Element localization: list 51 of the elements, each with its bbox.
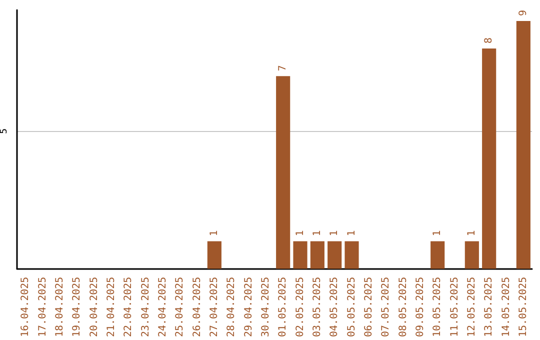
x-tick-label: 15.05.2025 bbox=[518, 276, 529, 338]
x-tick-label: 01.05.2025 bbox=[278, 276, 289, 338]
data-label: 1 bbox=[346, 230, 358, 236]
data-label: 1 bbox=[329, 230, 340, 236]
bar bbox=[516, 21, 530, 269]
x-tick-label: 09.05.2025 bbox=[414, 276, 426, 338]
x-tick-label: 16.04.2025 bbox=[20, 276, 32, 338]
data-label: 1 bbox=[208, 230, 220, 236]
x-tick-label: 24.04.2025 bbox=[157, 276, 168, 338]
x-tick-label: 28.04.2025 bbox=[226, 276, 238, 338]
x-tick-label: 13.05.2025 bbox=[484, 276, 495, 338]
x-tick-label: 03.05.2025 bbox=[312, 276, 323, 338]
x-tick-label: 14.05.2025 bbox=[500, 276, 512, 338]
x-tick-label: 21.04.2025 bbox=[106, 276, 117, 338]
bar bbox=[276, 76, 290, 269]
data-label: 7 bbox=[278, 65, 289, 72]
x-tick-label: 29.04.2025 bbox=[243, 276, 254, 338]
data-label: 8 bbox=[484, 38, 495, 44]
y-tick-label: 5 bbox=[0, 128, 10, 134]
x-tick-label: 12.05.2025 bbox=[466, 276, 478, 338]
x-tick-label: 18.04.2025 bbox=[54, 276, 66, 338]
bar bbox=[482, 48, 496, 269]
x-tick-label: 05.05.2025 bbox=[346, 276, 358, 338]
bar bbox=[310, 241, 324, 269]
bar bbox=[464, 241, 479, 269]
x-tick-label: 07.05.2025 bbox=[380, 276, 392, 338]
bar bbox=[430, 241, 445, 269]
x-tick-label: 08.05.2025 bbox=[398, 276, 409, 338]
bar bbox=[293, 241, 308, 269]
data-label: 9 bbox=[518, 10, 529, 16]
x-tick-label: 02.05.2025 bbox=[294, 276, 306, 338]
x-tick-label: 11.05.2025 bbox=[449, 276, 460, 338]
data-label: 1 bbox=[312, 230, 323, 236]
data-label: 1 bbox=[432, 230, 444, 236]
x-tick-label: 10.05.2025 bbox=[432, 276, 444, 338]
x-tick-label: 26.04.2025 bbox=[192, 276, 203, 338]
x-tick-label: 20.04.2025 bbox=[88, 276, 100, 338]
data-label: 1 bbox=[294, 230, 306, 236]
x-tick-label: 06.05.2025 bbox=[363, 276, 374, 338]
x-tick-label: 22.04.2025 bbox=[123, 276, 134, 338]
x-tick-label: 17.04.2025 bbox=[37, 276, 48, 338]
x-tick-label: 27.04.2025 bbox=[208, 276, 220, 338]
x-tick-label: 30.04.2025 bbox=[260, 276, 272, 338]
data-label: 1 bbox=[466, 230, 478, 236]
bar bbox=[344, 241, 359, 269]
x-tick-label: 19.04.2025 bbox=[72, 276, 83, 338]
bar bbox=[207, 241, 222, 269]
x-tick-label: 25.04.2025 bbox=[174, 276, 186, 338]
x-tick-label: 04.05.2025 bbox=[329, 276, 340, 338]
bar bbox=[328, 241, 342, 269]
x-tick-label: 23.04.2025 bbox=[140, 276, 152, 338]
